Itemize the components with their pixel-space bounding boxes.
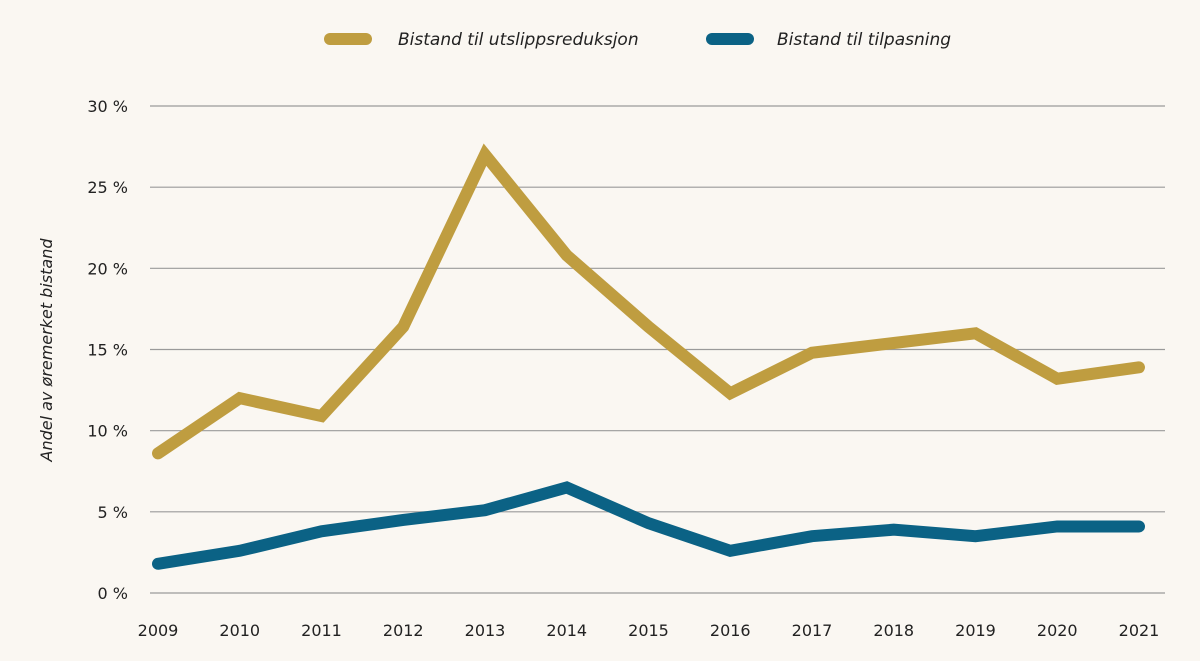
y-tick-label: 15 % bbox=[87, 341, 128, 360]
x-tick-label: 2010 bbox=[219, 621, 260, 640]
x-tick-label: 2011 bbox=[301, 621, 342, 640]
x-tick-label: 2019 bbox=[955, 621, 996, 640]
series-line-utslippsreduksjon bbox=[152, 143, 1145, 460]
y-tick-label: 30 % bbox=[87, 97, 128, 116]
legend-label-tilpasning: Bistand til tilpasning bbox=[777, 30, 951, 50]
y-tick-label: 25 % bbox=[87, 178, 128, 197]
series-line-tilpasning bbox=[152, 481, 1145, 570]
x-tick-label: 2009 bbox=[138, 621, 179, 640]
gridlines bbox=[150, 105, 1165, 594]
series-lines bbox=[152, 143, 1145, 570]
x-tick-label: 2015 bbox=[628, 621, 669, 640]
x-tick-label: 2012 bbox=[383, 621, 424, 640]
x-tick-label: 2017 bbox=[792, 621, 833, 640]
x-tick-label: 2013 bbox=[465, 621, 506, 640]
y-tick-label: 0 % bbox=[98, 584, 128, 603]
y-axis-label: Andel av øremerket bistand bbox=[37, 238, 56, 463]
x-tick-label: 2016 bbox=[710, 621, 751, 640]
x-axis-ticks: 2009 2010 2011 2012 2013 2014 2015 2016 2017 2018… bbox=[138, 621, 1160, 640]
legend-label-utslippsreduksjon: Bistand til utslippsreduksjon bbox=[398, 30, 639, 50]
y-tick-label: 20 % bbox=[87, 259, 128, 278]
x-tick-label: 2018 bbox=[873, 621, 914, 640]
y-tick-label: 5 % bbox=[98, 503, 128, 522]
x-tick-label: 2021 bbox=[1119, 621, 1160, 640]
legend: Bistand til utslippsreduksjon Bistand ti… bbox=[324, 30, 951, 50]
y-axis-ticks: 0 % 5 % 10 % 15 % 20 % 25 % 30 % bbox=[87, 97, 128, 603]
y-tick-label: 10 % bbox=[87, 422, 128, 441]
x-tick-label: 2020 bbox=[1037, 621, 1078, 640]
x-tick-label: 2014 bbox=[546, 621, 587, 640]
